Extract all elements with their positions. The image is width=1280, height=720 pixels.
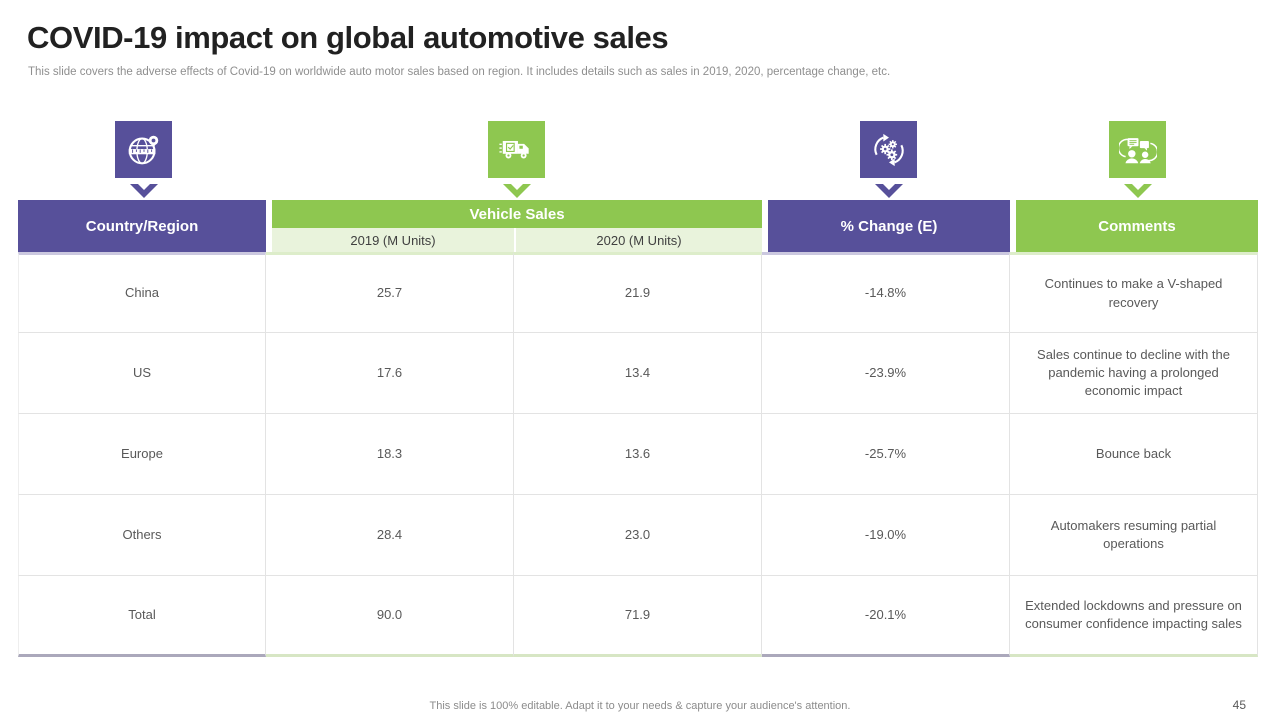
header-2020-units: 2020 (M Units)	[514, 228, 763, 252]
table-row: Total 90.0 71.9 -20.1% Extended lockdown…	[18, 576, 1259, 657]
cell-change: -19.0%	[762, 495, 1011, 576]
sales-table: Country/Region Vehicle Sales % Change (E…	[18, 200, 1259, 657]
cell-2020: 71.9	[514, 576, 763, 657]
cell-region: Europe	[18, 414, 266, 495]
page-title: COVID-19 impact on global automotive sal…	[27, 20, 669, 55]
chevron-down-icon	[874, 184, 903, 198]
cell-comment: Bounce back	[1010, 414, 1259, 495]
sales-table-container: Country/Region Vehicle Sales % Change (E…	[18, 200, 1259, 657]
cell-comment: Continues to make a V-shaped recovery	[1010, 252, 1259, 333]
cell-2019: 17.6	[266, 333, 514, 414]
icon-column-pct-change	[860, 121, 917, 198]
cell-2020: 13.4	[514, 333, 763, 414]
cell-change: -14.8%	[762, 252, 1011, 333]
discussion-icon	[1118, 137, 1157, 163]
icon-column-country	[115, 121, 172, 198]
cell-2019: 90.0	[266, 576, 514, 657]
icon-tile-truck	[488, 121, 545, 178]
cell-2020: 23.0	[514, 495, 763, 576]
chevron-down-icon	[502, 184, 531, 198]
chevron-down-icon	[1123, 184, 1152, 198]
header-country-region: Country/Region	[18, 200, 266, 252]
cell-2019: 18.3	[266, 414, 514, 495]
cell-comment: Extended lockdowns and pressure on consu…	[1010, 576, 1259, 657]
globe-location-icon	[128, 135, 158, 164]
process-gears-icon	[873, 133, 904, 166]
header-pct-change: % Change (E)	[762, 200, 1011, 252]
table-row: US 17.6 13.4 -23.9% Sales continue to de…	[18, 333, 1259, 414]
chevron-down-icon	[129, 184, 158, 198]
icon-tile-gears	[860, 121, 917, 178]
table-row: Europe 18.3 13.6 -25.7% Bounce back	[18, 414, 1259, 495]
cell-region: US	[18, 333, 266, 414]
icon-column-vehicle-sales	[488, 121, 545, 198]
page-number: 45	[1232, 698, 1246, 712]
cell-comment: Automakers resuming partial operations	[1010, 495, 1259, 576]
cell-region: China	[18, 252, 266, 333]
cell-region: Total	[18, 576, 266, 657]
icon-tile-discussion	[1109, 121, 1166, 178]
cell-2019: 25.7	[266, 252, 514, 333]
cell-change: -23.9%	[762, 333, 1011, 414]
cell-region: Others	[18, 495, 266, 576]
table-row: China 25.7 21.9 -14.8% Continues to make…	[18, 252, 1259, 333]
header-2019-units: 2019 (M Units)	[266, 228, 514, 252]
cell-2020: 21.9	[514, 252, 763, 333]
icon-tile-globe	[115, 121, 172, 178]
cell-change: -25.7%	[762, 414, 1011, 495]
delivery-truck-icon	[498, 140, 529, 158]
cell-change: -20.1%	[762, 576, 1011, 657]
table-row: Others 28.4 23.0 -19.0% Automakers resum…	[18, 495, 1259, 576]
cell-comment: Sales continue to decline with the pande…	[1010, 333, 1259, 414]
cell-2019: 28.4	[266, 495, 514, 576]
cell-2020: 13.6	[514, 414, 763, 495]
header-comments: Comments	[1010, 200, 1259, 252]
footer-note: This slide is 100% editable. Adapt it to…	[429, 700, 851, 712]
page-subtitle: This slide covers the adverse effects of…	[28, 66, 891, 78]
icon-column-comments	[1109, 121, 1166, 198]
header-vehicle-sales: Vehicle Sales	[266, 200, 763, 228]
